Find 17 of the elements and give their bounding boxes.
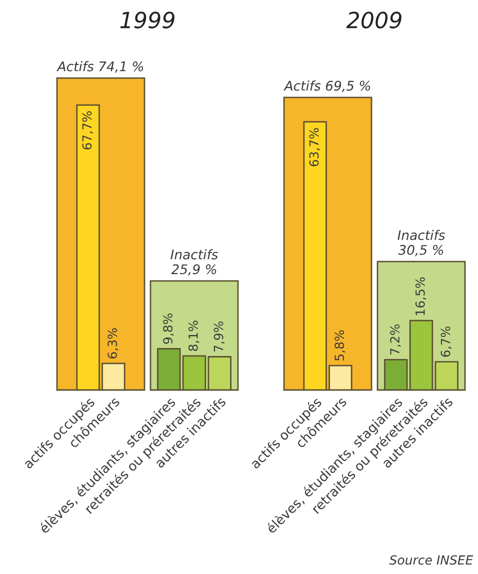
band-label: Inactifs 25,9 % xyxy=(170,249,218,276)
source-note: Source INSEE xyxy=(389,555,474,565)
chart-title: 2009 xyxy=(346,12,402,28)
data-label: 7,2% xyxy=(390,324,401,354)
data-label: 6,7% xyxy=(440,326,452,357)
band-label: Actifs 69,5 % xyxy=(284,80,370,92)
data-label: 6,3% xyxy=(108,328,118,358)
data-label: 67,7% xyxy=(82,111,93,150)
data-label: 16,5% xyxy=(415,277,426,316)
data-label: 9,8% xyxy=(163,314,174,344)
band-label: Inactifs 30,5 % xyxy=(398,230,445,256)
data-label: 5,8% xyxy=(334,330,346,360)
data-label: 7,9% xyxy=(214,322,225,352)
band-label: Actifs 74,1 % xyxy=(56,61,144,73)
data-label: 63,7% xyxy=(309,128,320,166)
data-label: 8,1% xyxy=(188,320,200,351)
chart-title: 1999 xyxy=(120,12,174,28)
